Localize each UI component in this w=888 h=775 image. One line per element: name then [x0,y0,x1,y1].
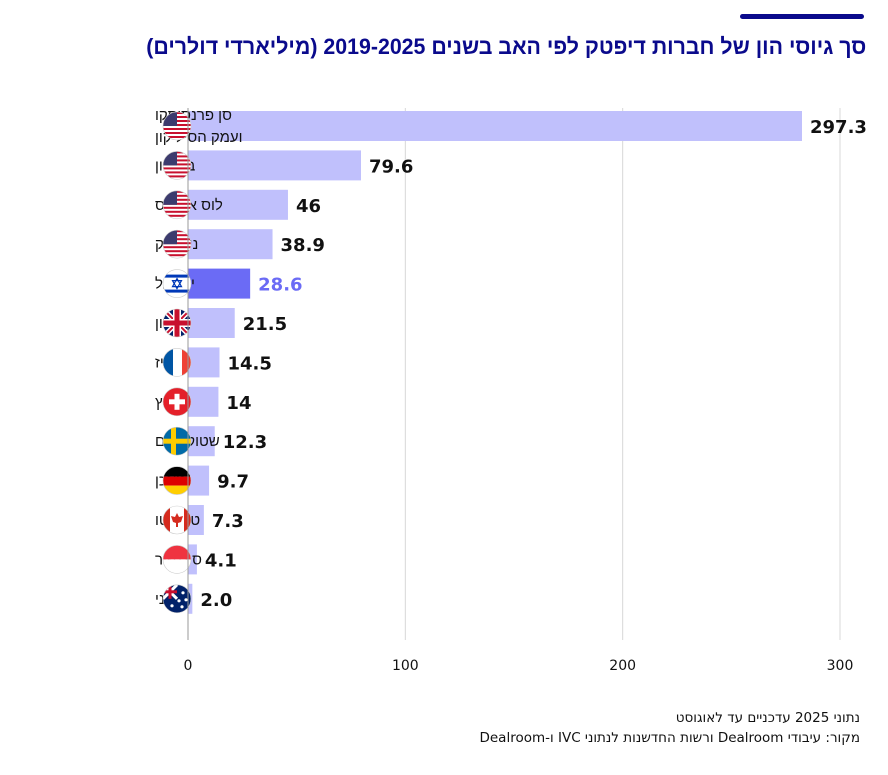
bar [188,386,219,417]
value-label: 7.3 [212,511,244,532]
bar [188,544,197,575]
value-label: 38.9 [281,235,325,256]
bar [188,347,220,378]
au-flag-icon [163,584,191,613]
bar [188,229,273,260]
bar [188,465,210,496]
value-label: 12.3 [223,432,267,453]
x-tick-label: 100 [392,658,419,674]
chart-title: סך גיוסי הון של חברות דיפטק לפי האב בשני… [145,34,866,59]
bar [188,111,802,141]
sg-flag-icon [163,545,191,574]
chart-notes: נתוני 2025 עדכניים עד לאוגוסט מקור: עיבו… [479,708,860,748]
value-label: 14 [226,393,251,414]
uk-flag-icon [163,309,191,337]
us-flag-icon [163,151,191,180]
x-tick-label: 0 [184,658,193,674]
x-tick-label: 300 [827,658,854,674]
value-label: 14.5 [228,353,272,374]
bar [188,426,215,457]
bar [188,308,235,338]
note-data-date: נתוני 2025 עדכניים עד לאוגוסט [675,710,860,726]
value-label: 297.3 [810,117,867,138]
bar [188,505,204,535]
fr-flag-icon [163,348,191,377]
note-source: מקור: עיבודי Dealroom ורשות החדשנות לנתו… [479,730,860,746]
ch-flag-icon [163,387,191,416]
us-flag-icon [163,112,191,140]
bar [188,150,361,181]
bar [188,189,288,220]
title-accent-bar [740,14,864,19]
us-flag-icon [163,190,191,219]
value-label: 46 [296,196,321,217]
x-tick-label: 200 [609,658,636,674]
se-flag-icon [163,427,191,456]
de-flag-icon [163,466,191,495]
value-label: 2.0 [200,590,232,611]
value-label: 9.7 [217,472,249,493]
value-label: 79.6 [369,156,413,177]
il-flag-icon [163,269,191,298]
bar [188,268,251,299]
value-label: 4.1 [205,550,237,571]
value-label: 28.6 [258,275,302,296]
value-label: 21.5 [243,314,287,335]
